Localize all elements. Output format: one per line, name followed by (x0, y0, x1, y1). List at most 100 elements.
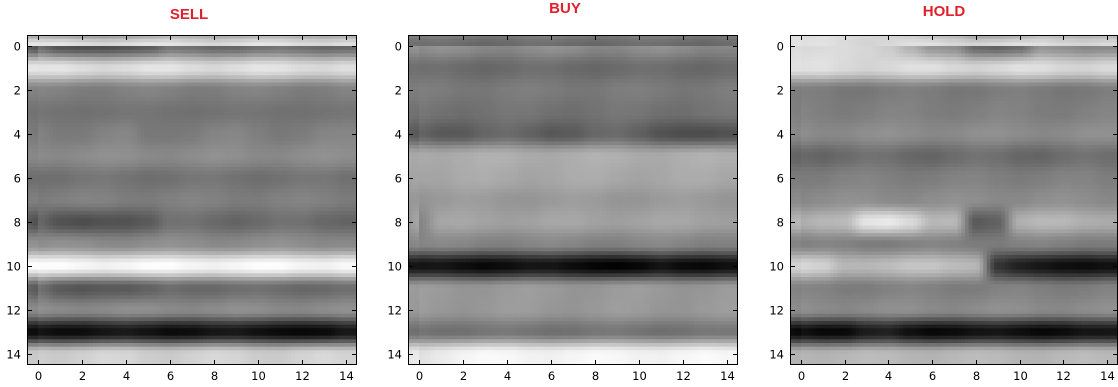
heatmap-cell (184, 174, 189, 179)
heatmap-cell (181, 68, 186, 73)
heatmap-cell (155, 53, 160, 58)
heatmap-cell (45, 214, 50, 219)
heatmap-cell (298, 141, 303, 146)
heatmap-cell (63, 156, 68, 161)
heatmap-cell (188, 42, 193, 47)
heatmap-cell (225, 90, 230, 95)
heatmap-cell (331, 126, 336, 131)
heatmap-cell (291, 214, 296, 219)
heatmap-cell (327, 152, 332, 157)
heatmap-cell (254, 185, 259, 190)
heatmap-cell (346, 152, 351, 157)
heatmap-cell (261, 233, 266, 238)
heatmap-cell (206, 119, 211, 124)
heatmap-cell (111, 90, 116, 95)
heatmap-cell (34, 86, 39, 91)
heatmap-cell (342, 203, 347, 208)
heatmap-cell (346, 141, 351, 146)
heatmap-cell (327, 148, 332, 153)
heatmap-cell (82, 112, 87, 117)
heatmap-cell (30, 75, 35, 80)
heatmap-cell (111, 53, 116, 58)
heatmap-cell (276, 82, 281, 87)
heatmap-cell (67, 181, 72, 186)
heatmap-cell (243, 71, 248, 76)
heatmap-cell (250, 82, 255, 87)
heatmap-cell (129, 145, 134, 150)
heatmap-cell (305, 112, 310, 117)
heatmap-cell (232, 71, 237, 76)
heatmap-cell (93, 42, 98, 47)
heatmap-cell (100, 192, 105, 197)
heatmap-cell (280, 108, 285, 113)
heatmap-cell (228, 123, 233, 128)
heatmap-cell (111, 119, 116, 124)
heatmap-cell (122, 101, 127, 106)
heatmap-cell (203, 71, 208, 76)
heatmap-cell (324, 90, 329, 95)
heatmap-cell (225, 108, 230, 113)
heatmap-cell (302, 137, 307, 142)
heatmap-cell (280, 119, 285, 124)
heatmap-cell (276, 93, 281, 98)
heatmap-cell (225, 196, 230, 201)
heatmap-cell (327, 141, 332, 146)
heatmap-cell (137, 156, 142, 161)
heatmap-cell (151, 137, 156, 142)
heatmap-cell (324, 112, 329, 117)
heatmap-cell (96, 79, 101, 84)
heatmap-cell (144, 159, 149, 164)
heatmap-cell (338, 229, 343, 234)
heatmap-cell (335, 35, 340, 40)
heatmap-cell (52, 156, 57, 161)
heatmap-cell (236, 71, 241, 76)
heatmap-cell (342, 159, 347, 164)
heatmap-cell (210, 119, 215, 124)
heatmap-cell (151, 115, 156, 120)
heatmap-cell (34, 163, 39, 168)
heatmap-cell (107, 46, 112, 51)
heatmap-cell (265, 167, 270, 172)
heatmap-cell (89, 181, 94, 186)
heatmap-cell (228, 211, 233, 216)
heatmap-cell (291, 156, 296, 161)
heatmap-cell (309, 174, 314, 179)
heatmap-cell (302, 79, 307, 84)
heatmap-cell (38, 90, 43, 95)
heatmap-cell (258, 229, 263, 234)
heatmap-cell (181, 123, 186, 128)
heatmap-cell (316, 141, 321, 146)
heatmap-cell (144, 156, 149, 161)
heatmap-cell (82, 207, 87, 212)
heatmap-cell (184, 134, 189, 139)
heatmap-cell (133, 46, 138, 51)
heatmap-cell (96, 86, 101, 91)
heatmap-cell (104, 229, 109, 234)
heatmap-cell (265, 203, 270, 208)
heatmap-cell (162, 178, 167, 183)
heatmap-cell (71, 236, 76, 241)
heatmap-cell (254, 75, 259, 80)
heatmap-cell (313, 82, 318, 87)
heatmap-cell (291, 90, 296, 95)
heatmap-cell (188, 97, 193, 102)
heatmap-cell (107, 148, 112, 153)
heatmap-cell (56, 181, 61, 186)
heatmap-cell (269, 75, 274, 80)
heatmap-cell (38, 203, 43, 208)
heatmap-cell (188, 163, 193, 168)
heatmap-cell (27, 141, 32, 146)
heatmap-cell (309, 57, 314, 62)
heatmap-cell (239, 49, 244, 54)
heatmap-cell (162, 42, 167, 47)
heatmap-cell (111, 93, 116, 98)
heatmap-cell (353, 126, 357, 131)
heatmap-cell (192, 71, 197, 76)
heatmap-cell (291, 68, 296, 73)
heatmap-cell (287, 104, 292, 109)
heatmap-cell (96, 185, 101, 190)
heatmap-cell (129, 53, 134, 58)
heatmap-cell (232, 57, 237, 62)
heatmap-cell (225, 130, 230, 135)
heatmap-cell (309, 214, 314, 219)
